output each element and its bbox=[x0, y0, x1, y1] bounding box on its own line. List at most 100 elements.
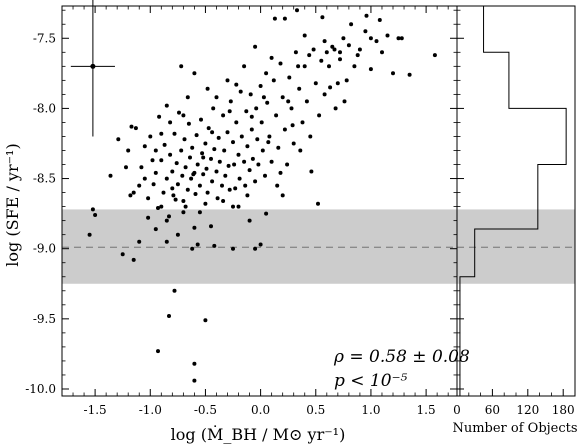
data-point bbox=[333, 106, 338, 111]
data-point bbox=[193, 192, 198, 196]
data-point bbox=[228, 99, 233, 104]
data-point bbox=[180, 173, 185, 178]
data-point bbox=[216, 135, 221, 140]
y-tick-label: -9.5 bbox=[33, 312, 56, 326]
data-point bbox=[319, 58, 324, 63]
data-point bbox=[363, 29, 368, 34]
data-point bbox=[243, 183, 248, 188]
data-point bbox=[234, 82, 239, 87]
data-point bbox=[242, 159, 247, 164]
data-point bbox=[297, 86, 302, 91]
data-point bbox=[173, 197, 178, 202]
y-axis-title: log (SFE / yr⁻¹) bbox=[3, 143, 22, 266]
data-point bbox=[296, 64, 301, 69]
x-axis-title: log (Ṁ_BH / M⊙ yr⁻¹) bbox=[171, 424, 346, 444]
data-point bbox=[137, 239, 142, 244]
data-point bbox=[203, 318, 208, 323]
data-point bbox=[159, 131, 164, 136]
data-point bbox=[210, 130, 215, 135]
data-point bbox=[357, 47, 362, 52]
data-point bbox=[307, 53, 312, 58]
data-point bbox=[300, 120, 305, 125]
data-point bbox=[304, 99, 309, 104]
data-point bbox=[189, 176, 194, 181]
data-point bbox=[87, 232, 92, 237]
data-point bbox=[364, 13, 369, 18]
data-point bbox=[286, 99, 291, 104]
data-point bbox=[247, 218, 252, 223]
data-point bbox=[201, 172, 206, 177]
data-point bbox=[131, 257, 136, 262]
data-point bbox=[170, 169, 175, 174]
data-point bbox=[227, 109, 232, 114]
data-point bbox=[164, 103, 169, 108]
data-point bbox=[302, 64, 307, 69]
hist-axes-frame bbox=[456, 5, 576, 397]
data-point bbox=[278, 170, 283, 175]
data-point bbox=[308, 134, 313, 139]
hist-x-tick-label: 60 bbox=[485, 403, 500, 417]
data-point bbox=[245, 144, 250, 149]
data-point bbox=[238, 89, 243, 94]
data-point bbox=[153, 227, 158, 232]
data-point bbox=[253, 179, 258, 184]
data-point bbox=[157, 114, 162, 119]
data-point bbox=[227, 187, 232, 192]
error-bar-point bbox=[90, 63, 96, 69]
data-point bbox=[282, 127, 287, 132]
data-point bbox=[225, 78, 230, 83]
data-point bbox=[190, 246, 195, 251]
data-point bbox=[231, 246, 235, 251]
data-point bbox=[175, 182, 180, 187]
rho-annotation: ρ = 0.58 ± 0.08 bbox=[333, 347, 470, 367]
data-point bbox=[250, 156, 255, 161]
data-point bbox=[164, 239, 169, 244]
data-point bbox=[249, 127, 254, 132]
data-point bbox=[255, 137, 260, 142]
data-point bbox=[285, 162, 290, 167]
data-point bbox=[253, 44, 258, 49]
data-point bbox=[258, 242, 263, 247]
data-point bbox=[129, 124, 134, 129]
data-point bbox=[293, 50, 298, 55]
data-point bbox=[131, 190, 136, 195]
data-point bbox=[322, 92, 327, 97]
data-point bbox=[195, 162, 200, 167]
data-point bbox=[191, 172, 196, 177]
data-point bbox=[177, 110, 181, 115]
hist-x-ticks: 0 60 120 180 bbox=[453, 389, 575, 417]
data-point bbox=[280, 193, 285, 198]
data-point bbox=[142, 144, 147, 149]
data-point bbox=[302, 33, 307, 38]
data-point bbox=[164, 218, 169, 223]
data-point bbox=[220, 183, 224, 188]
data-point bbox=[263, 173, 267, 178]
data-point bbox=[261, 95, 266, 100]
data-point bbox=[199, 117, 203, 122]
data-point bbox=[287, 75, 292, 80]
example-error-bar bbox=[70, 0, 115, 137]
data-point bbox=[328, 85, 333, 90]
data-point bbox=[396, 36, 401, 41]
data-point bbox=[274, 113, 279, 118]
data-point bbox=[185, 95, 190, 100]
data-point bbox=[181, 210, 186, 215]
scatter-panel: -1.5 -1.0 -0.5 0.0 0.5 1.0 1.5 -7.5 -8.0 -8.5 -9.… bbox=[3, 0, 470, 444]
data-point bbox=[200, 151, 205, 156]
data-point bbox=[205, 190, 210, 195]
data-point bbox=[236, 152, 241, 157]
data-point bbox=[108, 173, 113, 178]
data-point bbox=[237, 176, 242, 181]
data-point bbox=[282, 16, 287, 21]
data-point bbox=[247, 168, 252, 173]
data-point bbox=[432, 53, 437, 58]
data-point bbox=[407, 72, 412, 77]
data-point bbox=[355, 53, 360, 58]
data-point bbox=[172, 288, 177, 293]
data-point bbox=[264, 211, 269, 216]
data-point bbox=[225, 130, 230, 135]
data-point bbox=[385, 33, 390, 38]
data-point bbox=[203, 201, 208, 206]
data-point bbox=[249, 114, 254, 119]
